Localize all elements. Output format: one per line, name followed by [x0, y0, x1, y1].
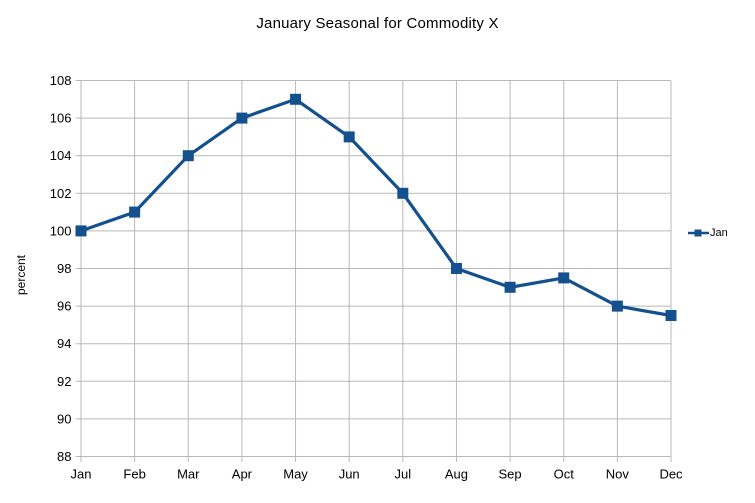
y-tick-label: 98 — [57, 261, 71, 276]
x-tick-label: Nov — [606, 467, 630, 482]
x-tick-label: Apr — [232, 467, 253, 482]
x-tick-label: Jun — [339, 467, 360, 482]
x-tick-label: Jul — [395, 467, 412, 482]
legend-marker-icon — [688, 229, 709, 237]
x-tick-label: Oct — [554, 467, 575, 482]
data-point-marker — [290, 93, 302, 105]
x-tick-label: Jan — [71, 467, 92, 482]
x-tick-label: Dec — [659, 467, 683, 482]
legend: Jan — [688, 226, 728, 240]
x-tick-label: Mar — [177, 467, 200, 482]
series-line — [80, 97, 672, 318]
y-tick-label: 102 — [50, 186, 72, 201]
x-tick-label: Aug — [445, 467, 468, 482]
data-point-marker — [450, 263, 462, 274]
data-point-marker — [182, 150, 194, 162]
y-tick-label: 104 — [50, 148, 72, 163]
y-tick-label: 92 — [57, 374, 71, 389]
data-point-marker — [665, 310, 677, 321]
x-tick-label: Sep — [499, 467, 522, 482]
legend-series-label: Jan — [710, 227, 728, 239]
y-tick-label: 100 — [50, 223, 72, 238]
y-tick-label: 88 — [57, 449, 71, 464]
y-tick-label: 90 — [57, 411, 71, 426]
y-tick-label: 94 — [57, 336, 71, 351]
data-point-marker — [129, 206, 141, 218]
data-point-marker — [504, 281, 516, 293]
data-point-marker — [343, 131, 355, 143]
chart-title: January Seasonal for Commodity X — [256, 15, 499, 32]
x-tick-label: Feb — [123, 467, 145, 482]
y-tick-label: 108 — [50, 73, 72, 88]
data-point-marker — [397, 187, 409, 199]
data-point-marker — [75, 225, 87, 237]
y-tick-label: 106 — [50, 111, 72, 126]
data-point-marker — [558, 272, 570, 284]
x-tick-label: May — [283, 467, 308, 482]
data-point-marker — [236, 112, 248, 124]
y-tick-label: 96 — [57, 299, 71, 314]
data-point-marker — [611, 300, 623, 312]
